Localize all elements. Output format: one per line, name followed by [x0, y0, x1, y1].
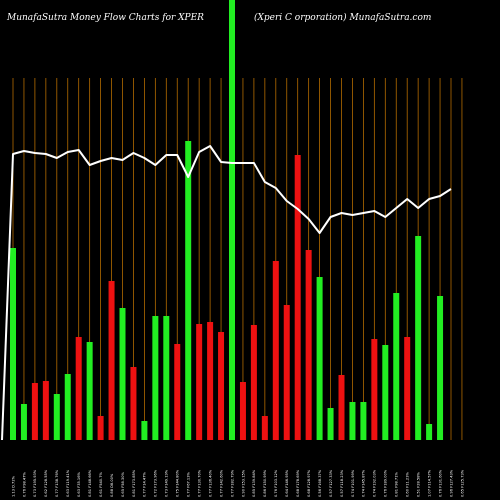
- money-flow-line-path: [1, 145, 452, 441]
- x-tick-label: 0.77 F130.70%: [197, 469, 201, 497]
- x-tick-label: 1.13 D.72%: [11, 475, 15, 497]
- x-tick-label: 0.65 F58.30%: [121, 472, 125, 497]
- bar: [75, 337, 82, 440]
- x-tick-label: 0.75 F144.80%: [176, 469, 180, 497]
- x-tick-label: 0.96 F127.43%: [449, 469, 453, 497]
- bar: [218, 332, 225, 440]
- bar: [239, 382, 246, 440]
- x-tick-label: 0.86 F150.99%: [263, 469, 267, 497]
- bars: [10, 0, 444, 440]
- bar: [185, 141, 192, 440]
- x-tick-label: 1.07 F114.57%: [427, 469, 431, 497]
- x-tick-label: 0.90 F153.15%: [241, 469, 245, 497]
- x-tick-label: 0.68 F128.97%: [307, 469, 311, 497]
- bar: [229, 0, 235, 440]
- bar: [382, 345, 389, 440]
- bar: [119, 308, 126, 440]
- bar: [272, 261, 279, 440]
- bar: [437, 296, 444, 440]
- x-tick-label: 0.72 F173.96%: [154, 469, 158, 497]
- x-tick-label: 0.76 F131.60%: [438, 469, 442, 497]
- x-tick-label: 0.77 F142.60%: [219, 469, 223, 497]
- x-tick-label: 0.64 F146.95%: [285, 469, 289, 497]
- x-tick-label: 0.61 F540.7%: [99, 472, 103, 497]
- bar: [360, 402, 367, 440]
- x-tick-label: 0.77 F67.13%: [187, 472, 191, 497]
- x-tick-label: 0.73 F149.19%: [165, 469, 169, 497]
- x-tick-label: 0.57 F127.33%: [329, 469, 333, 497]
- x-tick-label: 0.77 F136.40%: [208, 469, 212, 497]
- bar: [316, 277, 323, 440]
- x-tick-label: 0.56 F168.37%: [318, 469, 322, 497]
- bar: [31, 383, 38, 440]
- x-tick-label: 0.88 D8.00%: [110, 473, 114, 497]
- chart-title-left: MunafaSutra Money Flow Charts for XPER: [6, 13, 204, 23]
- bar: [53, 394, 60, 440]
- bar: [86, 342, 93, 440]
- bar: [338, 375, 345, 440]
- x-tick-label: 0.76 F98.47%: [22, 472, 26, 497]
- bar: [305, 250, 312, 440]
- bar: [393, 293, 400, 440]
- bar: [371, 339, 378, 440]
- bar: [42, 381, 49, 440]
- x-tick-label: 0.68 F178.69%: [296, 469, 300, 497]
- bar: [426, 424, 433, 440]
- bar: [20, 404, 27, 440]
- bar: [327, 408, 334, 440]
- bar: [250, 325, 257, 440]
- money-flow-line: [1, 145, 452, 441]
- x-tick-label: 0.76 F103.12%: [274, 469, 278, 497]
- bar: [163, 316, 170, 440]
- bar: [349, 402, 356, 440]
- x-tick-label: 0.60 F11.23%: [406, 472, 410, 497]
- bar: [141, 421, 148, 440]
- x-tick-label: 0.74 F101.99%: [351, 469, 355, 497]
- x-tick-label: 0.62 F128.55%: [44, 469, 48, 497]
- x-tick-label: 0.63 F35.16%: [77, 472, 81, 497]
- x-tick-label: 0.74 F192.03%: [373, 469, 377, 497]
- bar: [294, 155, 301, 440]
- bar: [108, 281, 115, 440]
- bar: [283, 305, 290, 440]
- x-tick-label: 0.74 F145.87%: [362, 469, 366, 497]
- x-tick-label: 0.57 F118.23%: [340, 469, 344, 497]
- bar: [404, 337, 411, 440]
- x-tick-label: 0.85 F139.84%: [252, 469, 256, 497]
- x-tick-label: 0.77 F138.76%: [55, 469, 59, 497]
- x-tick-label: 0.76 F189.00%: [384, 469, 388, 497]
- bar: [130, 367, 137, 440]
- bar: [196, 324, 203, 440]
- bar: [174, 344, 181, 440]
- bar: [152, 316, 159, 440]
- bar: [207, 322, 214, 440]
- x-tick-label: 0.51 F28.58%: [416, 472, 420, 497]
- x-tick-label: 0.63 F119.41%: [66, 469, 70, 497]
- bar: [64, 374, 71, 440]
- bar: [10, 248, 16, 440]
- x-tick-label: 0.77 F182.79%: [230, 469, 234, 497]
- x-tick-labels: 1.13 D.72% 0.76 F98.47% 0.73 F195.93% 0.62 …: [11, 469, 464, 497]
- x-tick-label: 0.65 F125.73%: [460, 469, 464, 497]
- x-tick-label: 0.73 F195.93%: [33, 469, 37, 497]
- bar: [261, 416, 268, 440]
- x-tick-label: 0.81 F98.71%: [395, 472, 399, 497]
- x-tick-label: 0.81 F173.85%: [132, 469, 136, 497]
- x-tick-label: 0.81 F148.66%: [88, 469, 92, 497]
- bar: [415, 236, 422, 440]
- x-tick-label: 0.77 F14.47%: [143, 472, 147, 497]
- chart-title-right: (Xperi C orporation) MunafaSutra.com: [254, 12, 431, 23]
- bar: [97, 416, 104, 440]
